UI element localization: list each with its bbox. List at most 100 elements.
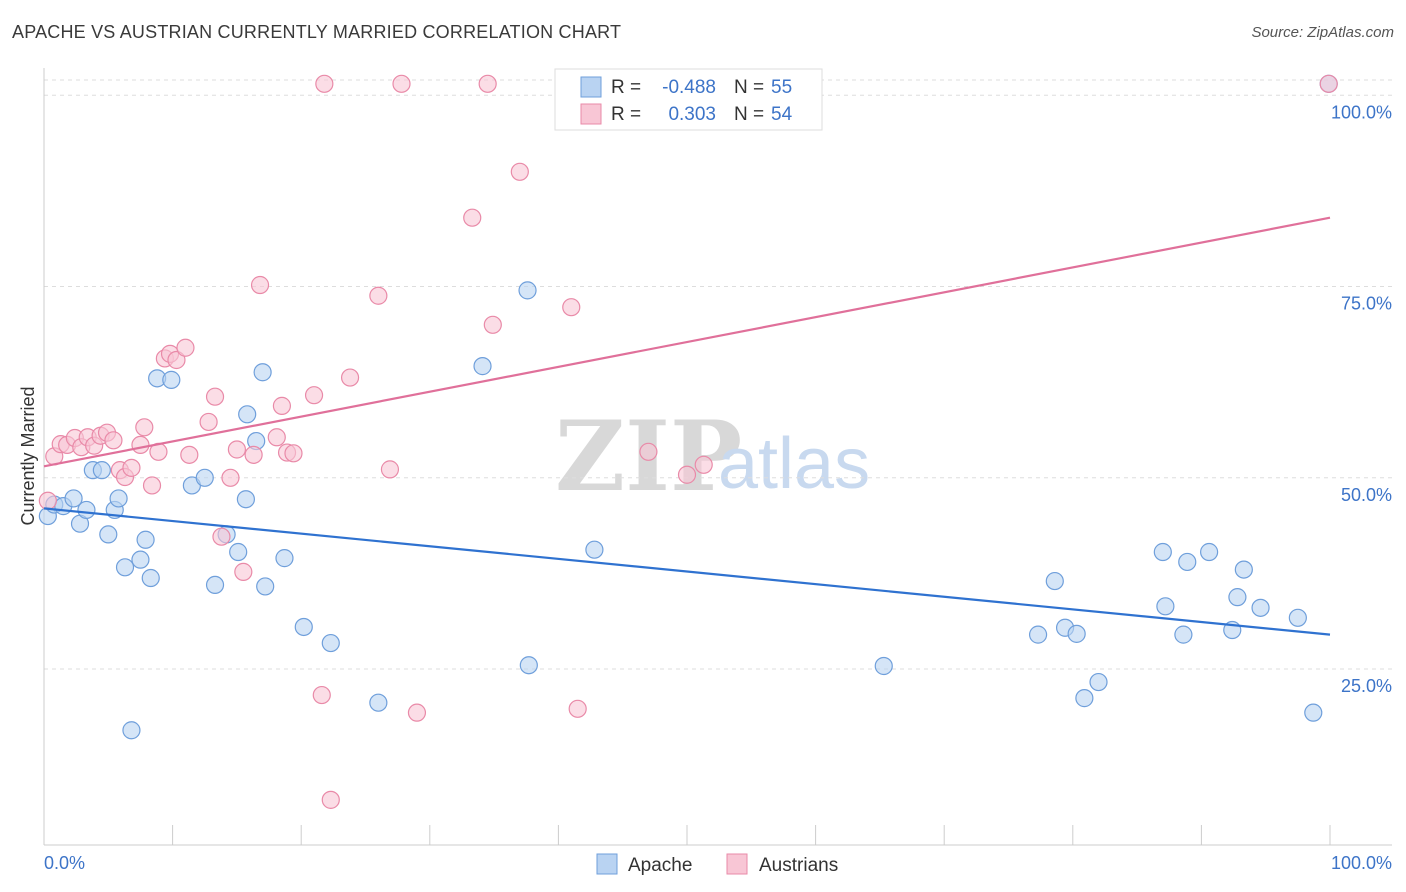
bottom-legend: Apache Austrians	[596, 853, 838, 876]
austrian-point	[463, 208, 482, 227]
x-axis-ticks	[43, 825, 1331, 845]
austrian-point	[104, 431, 123, 450]
legend-n-label-austrians: N =	[734, 104, 764, 125]
austrian-point	[38, 491, 57, 510]
apache-point	[1045, 571, 1064, 591]
legend-box: R = -0.488 N = 55 R = 0.303 N = 54	[554, 68, 823, 131]
apache-point	[162, 370, 181, 389]
apache-point	[92, 461, 111, 480]
austrian-point	[369, 286, 388, 305]
apache-point	[1089, 672, 1108, 692]
x-tick-label-max: 100.0%	[1331, 853, 1392, 873]
apache-point	[1156, 597, 1175, 616]
watermark-atlas: atlas	[718, 424, 870, 504]
x-tick-label-min: 0.0%	[44, 853, 85, 873]
austrian-point	[135, 418, 154, 437]
chart-title: APACHE VS AUSTRIAN CURRENTLY MARRIED COR…	[12, 22, 622, 42]
apache-point	[136, 530, 155, 549]
apache-point	[585, 540, 604, 559]
legend-r-value-apache: -0.488	[662, 77, 716, 98]
apache-point	[275, 549, 294, 568]
legend-r-label-austrians: R =	[611, 104, 641, 125]
series-apache	[38, 74, 1338, 740]
austrian-point	[312, 685, 331, 705]
apache-point	[1153, 542, 1172, 562]
legend-n-value-austrians: 54	[771, 104, 793, 125]
austrian-point	[483, 315, 502, 334]
austrian-point	[694, 455, 713, 474]
austrian-point	[176, 338, 195, 357]
bottom-legend-label-apache: Apache	[628, 855, 692, 876]
apache-point	[229, 542, 248, 562]
austrian-point	[510, 162, 529, 181]
gridlines	[44, 79, 1392, 670]
apache-point	[1028, 625, 1048, 644]
austrian-point	[407, 703, 427, 722]
apache-point	[77, 500, 96, 520]
austrian-point	[392, 74, 411, 93]
source-label: Source: ZipAtlas.com	[1251, 24, 1394, 41]
austrian-point	[568, 699, 587, 718]
austrian-point	[131, 435, 150, 455]
legend-r-value-austrians: 0.303	[668, 104, 716, 125]
apache-point	[1228, 588, 1247, 607]
apache-point	[238, 405, 257, 424]
apache-point	[1067, 624, 1086, 643]
apache-point	[1234, 560, 1253, 579]
apache-point	[99, 525, 118, 544]
apache-point	[236, 490, 256, 509]
legend-r-label-apache: R =	[611, 77, 641, 98]
austrian-point	[234, 562, 253, 581]
apache-point	[473, 357, 492, 376]
austrian-point	[284, 444, 303, 463]
austrian-point	[205, 387, 225, 406]
apache-point	[195, 468, 214, 487]
austrian-point	[639, 442, 658, 461]
legend-n-label-apache: N =	[734, 77, 764, 98]
apache-point	[1178, 552, 1197, 572]
y-tick-label: 100.0%	[1331, 102, 1392, 122]
apache-point	[518, 281, 537, 300]
austrian-point	[250, 275, 270, 295]
apache-point	[64, 489, 83, 508]
austrian-point	[1319, 74, 1338, 93]
apache-point	[1200, 542, 1219, 562]
austrian-point	[227, 440, 246, 459]
austrian-point	[244, 445, 263, 464]
apache-point	[1174, 625, 1193, 644]
y-tick-label: 75.0%	[1341, 294, 1392, 314]
austrian-point	[180, 445, 199, 464]
austrian-point	[321, 790, 340, 809]
austrian-point	[212, 527, 231, 546]
apache-point	[109, 489, 128, 508]
austrian-point	[315, 74, 334, 93]
apache-point	[369, 693, 388, 712]
series-austrians	[38, 74, 1338, 809]
y-tick-label: 50.0%	[1341, 485, 1392, 505]
apache-point	[256, 577, 275, 596]
austrian-point	[677, 465, 697, 484]
bottom-legend-label-austrians: Austrians	[759, 855, 838, 876]
apache-point	[1251, 598, 1270, 617]
legend-swatch-austrians	[580, 103, 602, 125]
apache-point	[1075, 689, 1094, 708]
austrian-point	[199, 412, 218, 432]
austrian-point	[340, 368, 360, 387]
austrian-point	[272, 396, 292, 415]
austrian-point	[221, 468, 240, 487]
apache-point	[321, 633, 340, 653]
bottom-legend-swatch-austrians	[726, 853, 748, 875]
apache-point	[253, 363, 272, 382]
austrian-point	[267, 428, 286, 447]
bottom-legend-swatch-apache	[596, 853, 618, 875]
austrian-point	[167, 350, 186, 370]
legend-swatch-apache	[580, 76, 602, 98]
y-tick-label: 25.0%	[1341, 676, 1392, 696]
apache-point	[294, 617, 313, 637]
austrian-point	[304, 386, 324, 405]
austrian-point	[562, 298, 581, 317]
austrian-point	[380, 460, 400, 479]
y-tick-labels: 25.0% 50.0% 75.0% 100.0%	[1331, 102, 1392, 696]
austrian-point	[122, 458, 141, 477]
